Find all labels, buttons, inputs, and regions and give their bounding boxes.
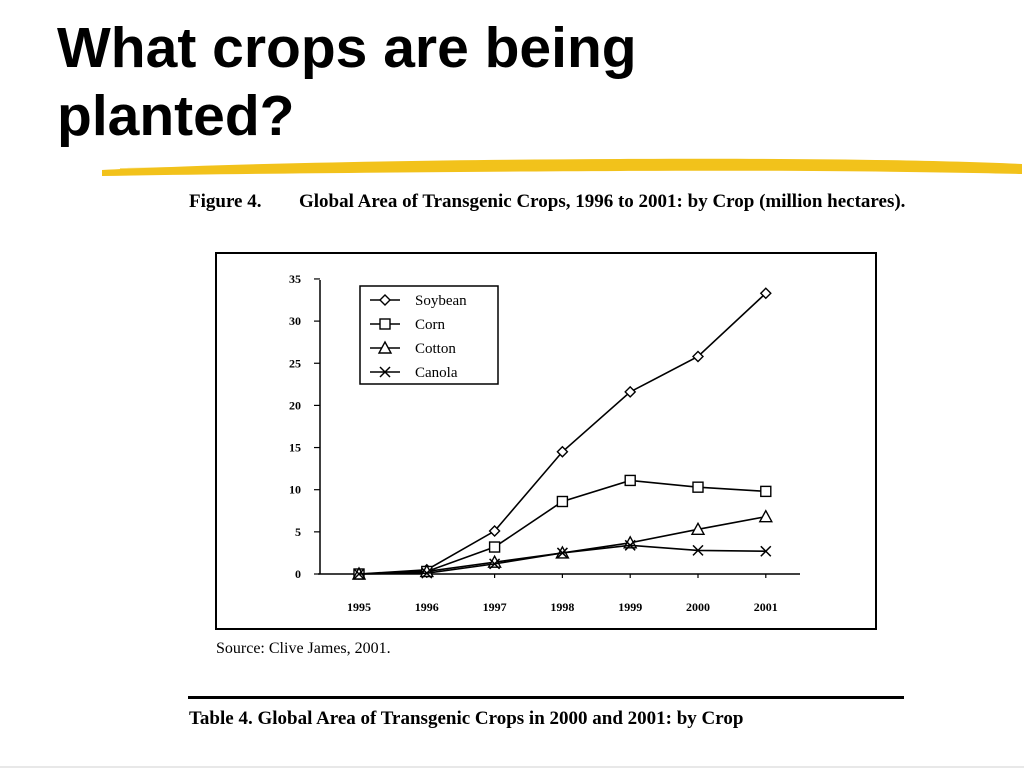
figure-number: Figure 4. — [189, 191, 262, 212]
data-point-soybean — [624, 385, 637, 398]
legend-label-soybean: Soybean — [415, 293, 467, 309]
data-point-canola — [692, 544, 704, 556]
y-tick-label: 5 — [295, 525, 301, 539]
x-tick-label: 1995 — [347, 600, 371, 614]
x-tick-label: 1997 — [483, 600, 507, 614]
data-point-soybean — [488, 525, 501, 537]
data-point-canola — [624, 539, 636, 551]
data-point-corn — [488, 541, 501, 553]
bottom-divider — [0, 766, 1024, 768]
data-point-soybean — [692, 350, 704, 363]
legend-label-corn: Corn — [415, 317, 446, 333]
data-point-corn — [760, 485, 772, 498]
x-tick-label: 2000 — [686, 600, 710, 614]
data-point-corn — [624, 474, 636, 487]
figure-source: Source: Clive James, 2001. — [216, 640, 391, 657]
data-point-cotton — [690, 521, 706, 536]
slide-title: What crops are being planted? — [57, 16, 637, 148]
data-point-corn — [556, 495, 569, 508]
x-tick-label: 1996 — [415, 600, 439, 614]
legend-marker-soybean — [379, 294, 391, 306]
data-point-soybean — [556, 445, 569, 458]
data-point-canola — [353, 568, 365, 580]
x-tick-label: 2001 — [754, 600, 778, 614]
legend-marker-corn — [379, 318, 391, 330]
highlight-stroke — [102, 158, 1022, 176]
data-point-cotton — [758, 509, 773, 523]
data-point-canola — [421, 567, 433, 579]
data-point-corn — [692, 481, 704, 493]
data-point-canola — [489, 558, 501, 570]
table-caption: Table 4. Global Area of Transgenic Crops… — [189, 708, 744, 729]
y-tick-label: 20 — [289, 398, 301, 412]
x-tick-label: 1998 — [550, 600, 574, 614]
y-tick-label: 35 — [289, 272, 301, 286]
figure-caption-text: Global Area of Transgenic Crops, 1996 to… — [299, 191, 906, 212]
y-tick-label: 25 — [289, 356, 301, 370]
data-point-canola — [556, 547, 568, 559]
legend-label-canola: Canola — [415, 365, 458, 381]
data-point-canola — [760, 545, 772, 557]
y-tick-label: 30 — [289, 314, 301, 328]
table-rule — [188, 696, 904, 699]
legend-marker-canola — [379, 366, 391, 378]
chart-frame — [215, 252, 877, 630]
y-tick-label: 0 — [295, 567, 301, 581]
y-tick-label: 15 — [289, 441, 301, 455]
data-point-soybean — [759, 287, 772, 300]
series-line-cotton — [358, 515, 766, 575]
series-line-corn — [358, 479, 766, 575]
legend-marker-cotton — [377, 340, 393, 354]
legend-label-cotton: Cotton — [415, 341, 456, 357]
x-tick-label: 1999 — [618, 600, 642, 614]
y-tick-label: 10 — [289, 483, 301, 497]
